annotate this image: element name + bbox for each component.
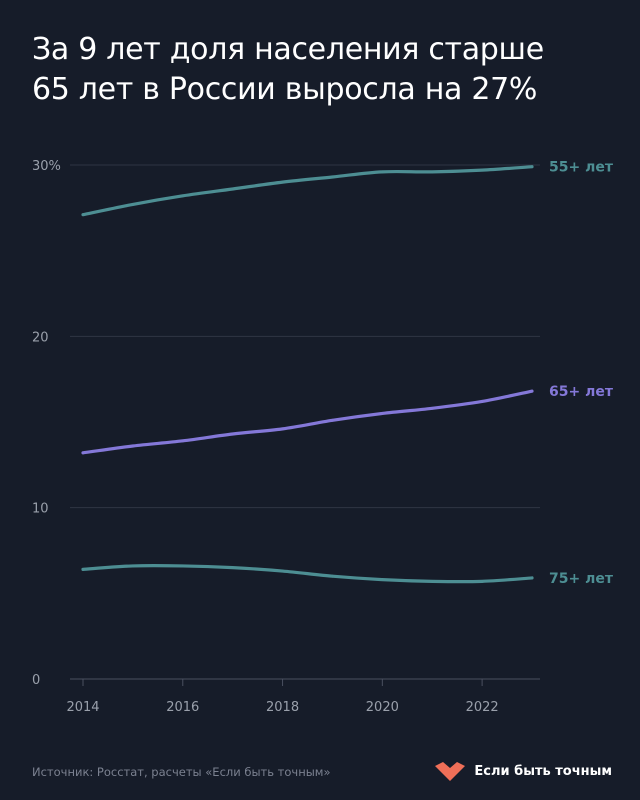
grid-lines	[70, 164, 540, 680]
x-tick-label: 2022	[466, 700, 499, 715]
data-point-55	[281, 180, 284, 184]
data-point-75	[131, 564, 135, 568]
data-point-75	[181, 564, 185, 568]
data-point-55	[430, 170, 434, 174]
data-point-65	[181, 439, 185, 443]
x-tick-label: 2018	[266, 700, 299, 715]
brand-logo-icon	[435, 762, 466, 781]
chart-title: За 9 лет доля населения старше 65 лет в …	[32, 30, 622, 110]
chart-title-line-2: 65 лет в России выросла на 27%	[32, 72, 538, 107]
brand-name: Если быть точным	[474, 763, 612, 779]
x-axis-ticks: 2014 2016 2018 2020 2022	[66, 679, 499, 715]
data-point-55	[331, 175, 334, 179]
x-tick-label: 2014	[66, 700, 99, 715]
series-label-75: 75+ лет	[549, 571, 614, 587]
data-point-75	[331, 574, 334, 578]
x-tick-label: 2016	[166, 700, 199, 715]
series-line-75	[81, 563, 534, 584]
data-point-65	[380, 412, 384, 415]
data-point-65	[281, 427, 284, 431]
data-point-65	[480, 400, 484, 403]
chart-title-line-1: За 9 лет доля населения старше	[32, 32, 544, 67]
data-point-55	[181, 194, 185, 198]
data-point-75	[480, 579, 484, 583]
data-point-65	[231, 432, 235, 436]
data-point-75	[380, 578, 384, 582]
y-tick-label: 20	[32, 330, 49, 345]
data-point-75	[281, 569, 284, 573]
data-point-65	[530, 389, 534, 393]
series-labels: 55+ лет 65+ лет 75+ лет	[549, 160, 614, 587]
series-line-55	[81, 165, 534, 217]
brand: Если быть точным	[434, 760, 612, 782]
data-point-75	[530, 576, 534, 580]
data-point-75	[81, 567, 85, 571]
data-point-55	[480, 168, 484, 172]
y-tick-label: 10	[32, 502, 49, 517]
data-point-55	[81, 213, 85, 217]
data-point-75	[231, 566, 235, 570]
data-point-75	[430, 579, 434, 583]
x-tick-label: 2020	[366, 700, 399, 715]
series-group	[81, 165, 534, 584]
source-note: Источник: Росстат, расчеты «Если быть то…	[32, 765, 331, 779]
y-tick-label: 30%	[32, 159, 61, 174]
data-point-65	[430, 406, 434, 410]
y-axis-ticks: 0 10 20 30%	[32, 159, 61, 688]
data-point-55	[380, 170, 384, 174]
data-point-65	[131, 444, 135, 448]
data-point-55	[530, 165, 534, 169]
data-point-55	[231, 187, 235, 191]
data-point-55	[131, 203, 135, 206]
series-label-65: 65+ лет	[549, 384, 614, 400]
series-line-65	[81, 389, 534, 455]
data-point-65	[81, 451, 85, 455]
series-label-55: 55+ лет	[549, 160, 614, 176]
data-point-65	[331, 418, 334, 422]
y-tick-label: 0	[32, 673, 40, 688]
